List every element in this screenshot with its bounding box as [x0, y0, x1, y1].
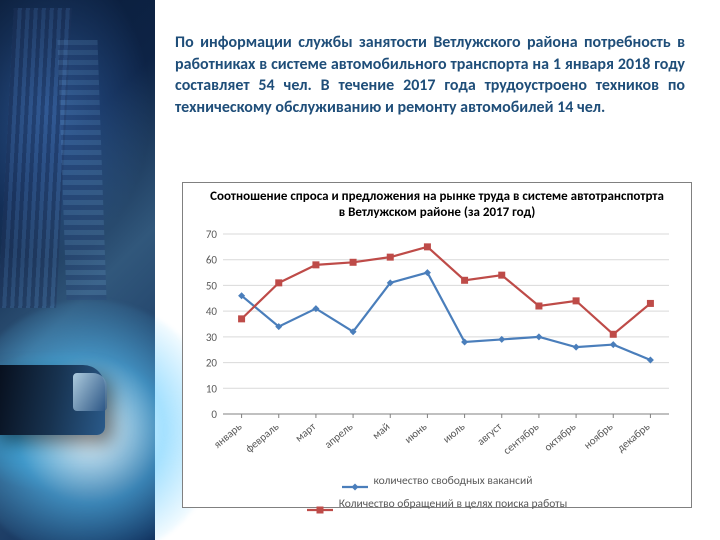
x-tick-label: ноябрь	[581, 420, 615, 452]
svg-text:20: 20	[206, 356, 218, 369]
x-tick-label: апрель	[322, 420, 356, 451]
svg-text:70: 70	[206, 230, 218, 241]
chart-legend: количество свободных вакансий Количество…	[183, 472, 691, 520]
bg-building-2	[57, 40, 106, 300]
left-photo-panel	[0, 0, 155, 540]
x-tick-label: июнь	[402, 420, 429, 446]
x-tick-label: август	[474, 420, 504, 448]
svg-text:40: 40	[206, 305, 218, 318]
x-tick-label: февраль	[243, 420, 282, 455]
chart-svg: 0 10 20 30 40 50 60 70	[189, 230, 679, 420]
svg-text:60: 60	[206, 253, 218, 266]
svg-text:10: 10	[206, 382, 218, 395]
chart-x-labels: январьфевральмартапрельмайиюньиюльавгуст…	[223, 420, 679, 472]
legend-label-1: количество свободных вакансий	[374, 474, 533, 488]
chart-container: Соотношение спроса и предложения на рынк…	[182, 182, 692, 508]
intro-paragraph: По информации службы занятости Ветлужско…	[175, 32, 685, 118]
svg-text:0: 0	[211, 408, 217, 420]
x-tick-label: июль	[440, 420, 467, 446]
svg-text:30: 30	[206, 330, 218, 343]
x-tick-label: декабрь	[615, 420, 653, 455]
chart-title: Соотношение спроса и предложения на рынк…	[183, 183, 691, 224]
x-tick-label: октябрь	[542, 420, 579, 454]
x-tick-label: январь	[211, 420, 244, 451]
svg-text:50: 50	[206, 279, 218, 292]
legend-item-2: Количество обращений в целях поиска рабо…	[307, 497, 568, 511]
chart-plot: 0 10 20 30 40 50 60 70	[189, 230, 681, 420]
legend-item-1: количество свободных вакансий	[342, 474, 533, 488]
x-tick-label: март	[292, 420, 318, 445]
bg-car	[0, 365, 105, 435]
x-tick-label: май	[370, 420, 393, 442]
legend-label-2: Количество обращений в целях поиска рабо…	[339, 497, 568, 511]
x-tick-label: сентябрь	[501, 420, 542, 457]
